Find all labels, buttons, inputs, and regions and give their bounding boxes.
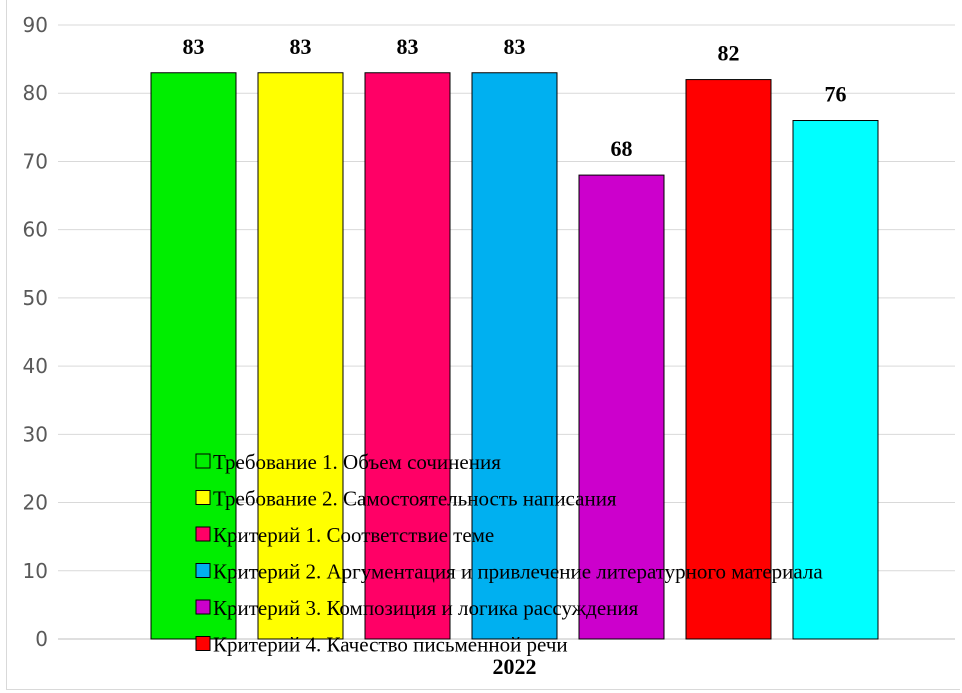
y-tick-label: 10: [23, 559, 48, 583]
legend-swatch: [195, 599, 211, 615]
y-tick-label: 0: [35, 627, 48, 651]
bar: [792, 120, 879, 640]
bar: [471, 72, 558, 640]
data-label: 83: [504, 34, 526, 59]
data-label: 83: [397, 34, 419, 59]
legend-swatch: [195, 526, 211, 542]
y-tick-label: 40: [23, 354, 48, 378]
y-tick-label: 90: [23, 13, 48, 37]
legend-entry: Критерий 3. Композиция и логика рассужде…: [213, 596, 639, 620]
y-tick-label: 50: [23, 286, 48, 310]
legend-swatch: [195, 453, 211, 469]
x-category-label: 2022: [493, 654, 537, 679]
y-tick-label: 80: [23, 81, 48, 105]
chart-frame: [6, 0, 960, 690]
legend-entry: Критерий 1. Соответствие теме: [213, 523, 494, 547]
y-tick-label: 30: [23, 422, 48, 446]
legend-swatch: [195, 563, 211, 578]
legend-swatch: [195, 490, 211, 505]
y-tick-label: 60: [23, 218, 48, 242]
bar: [364, 72, 451, 640]
y-tick-label: 70: [23, 149, 48, 173]
legend-entry: Требование 1. Объем сочинения: [213, 450, 501, 474]
data-label: 82: [718, 41, 740, 66]
legend-swatch: [195, 636, 211, 651]
legend-entry: Критерий 2. Аргументация и привлечение л…: [213, 560, 823, 584]
data-label: 83: [183, 34, 205, 59]
legend-entry: Критерий 4. Качество письменной речи: [213, 633, 568, 657]
legend-entry: Требование 2. Самостоятельность написани…: [213, 487, 617, 511]
y-tick-label: 20: [23, 491, 48, 515]
bar: [685, 79, 772, 640]
data-label: 68: [611, 136, 633, 161]
bar: [578, 174, 665, 640]
data-label: 83: [290, 34, 312, 59]
bar: [257, 72, 344, 640]
bar: [150, 72, 237, 640]
data-label: 76: [825, 82, 847, 107]
